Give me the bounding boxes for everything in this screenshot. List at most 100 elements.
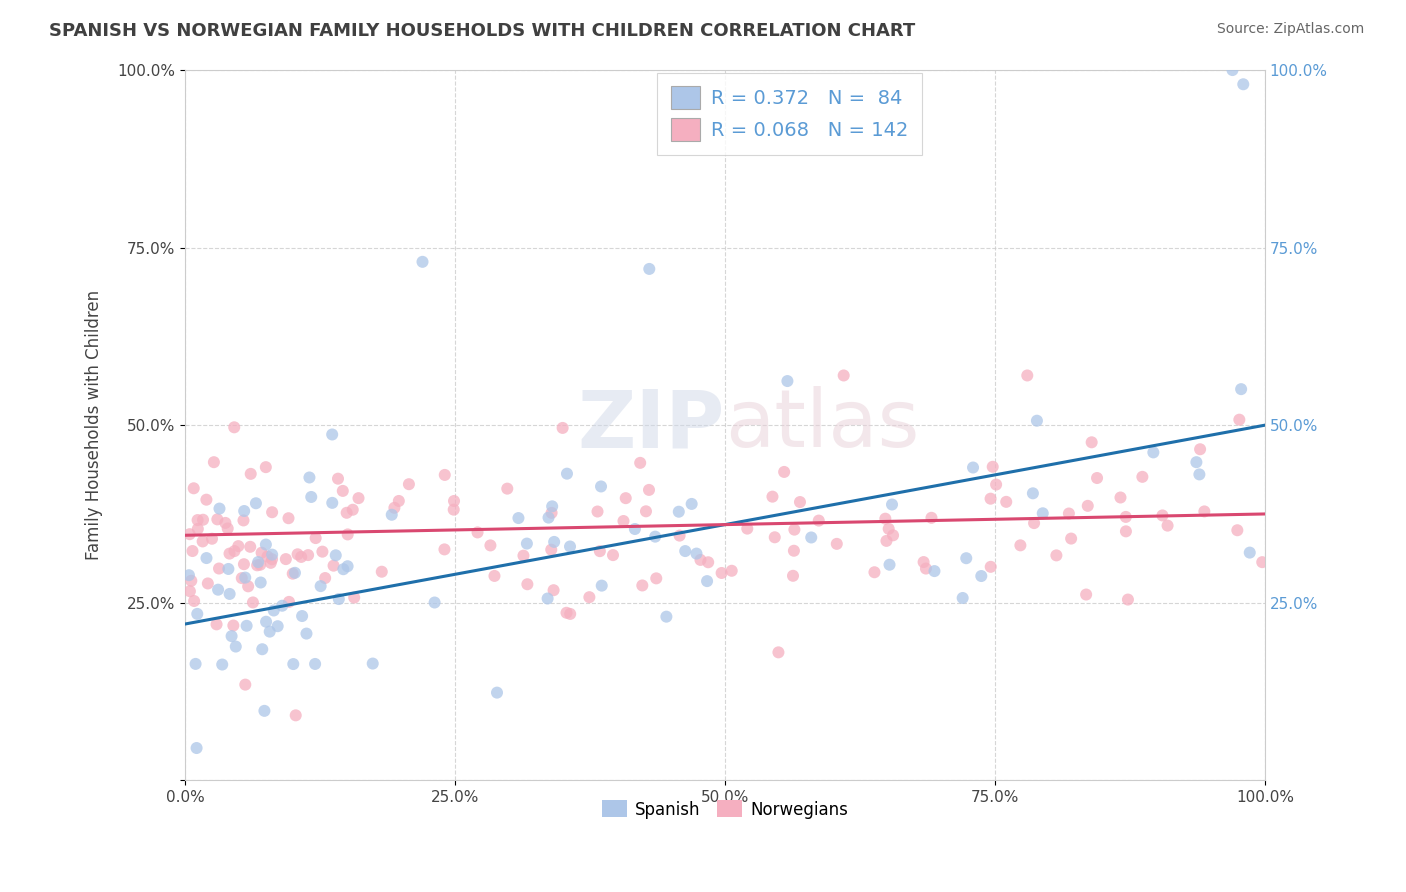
Point: [685, 547, 707, 561]
Point: [589, 479, 612, 493]
Point: [291, 609, 314, 624]
Point: [277, 511, 299, 525]
Point: [347, 491, 370, 505]
Point: [211, 657, 233, 672]
Point: [512, 549, 534, 563]
Point: [1239, 546, 1261, 560]
Point: [995, 495, 1018, 509]
Point: [1077, 499, 1099, 513]
Point: [247, 555, 270, 569]
Point: [1085, 471, 1108, 485]
Point: [260, 556, 283, 570]
Point: [274, 552, 297, 566]
Point: [638, 483, 661, 497]
Text: Source: ZipAtlas.com: Source: ZipAtlas.com: [1216, 22, 1364, 37]
Point: [235, 619, 257, 633]
Point: [443, 494, 465, 508]
Point: [875, 511, 897, 525]
Point: [321, 496, 343, 510]
Point: [980, 491, 1002, 506]
Point: [233, 504, 256, 518]
Point: [1222, 63, 1244, 78]
Point: [1227, 412, 1250, 426]
Point: [970, 569, 993, 583]
Point: [1010, 538, 1032, 552]
Point: [187, 522, 209, 536]
Point: [202, 455, 225, 469]
Point: [1076, 588, 1098, 602]
Point: [479, 538, 502, 552]
Point: [232, 558, 254, 572]
Point: [863, 566, 886, 580]
Point: [184, 657, 207, 671]
Text: atlas: atlas: [725, 386, 920, 464]
Point: [284, 566, 307, 580]
Y-axis label: Family Households with Children: Family Households with Children: [86, 290, 103, 560]
Point: [342, 502, 364, 516]
Point: [875, 533, 897, 548]
Point: [191, 534, 214, 549]
Point: [696, 574, 718, 588]
Point: [1057, 507, 1080, 521]
Point: [218, 587, 240, 601]
Point: [225, 640, 247, 654]
Point: [322, 558, 344, 573]
Point: [278, 595, 301, 609]
Point: [314, 571, 336, 585]
Point: [214, 516, 236, 530]
Point: [290, 549, 312, 564]
Point: [336, 506, 359, 520]
Point: [807, 514, 830, 528]
Point: [205, 617, 228, 632]
Point: [343, 591, 366, 605]
Point: [1115, 509, 1137, 524]
Point: [217, 521, 239, 535]
Point: [540, 506, 562, 520]
Point: [602, 548, 624, 562]
Point: [295, 626, 318, 640]
Point: [496, 482, 519, 496]
Point: [305, 531, 328, 545]
Point: [536, 591, 558, 606]
Point: [423, 595, 446, 609]
Point: [543, 583, 565, 598]
Point: [179, 527, 201, 541]
Point: [254, 537, 277, 551]
Point: [433, 542, 456, 557]
Point: [541, 500, 564, 514]
Point: [239, 467, 262, 481]
Point: [467, 525, 489, 540]
Point: [233, 571, 256, 585]
Point: [217, 562, 239, 576]
Point: [262, 505, 284, 519]
Point: [287, 547, 309, 561]
Point: [825, 537, 848, 551]
Point: [555, 606, 578, 620]
Point: [361, 657, 384, 671]
Point: [224, 544, 246, 558]
Point: [311, 544, 333, 558]
Point: [297, 548, 319, 562]
Point: [260, 552, 283, 566]
Point: [645, 571, 668, 585]
Point: [187, 513, 209, 527]
Point: [197, 576, 219, 591]
Point: [254, 460, 277, 475]
Point: [1022, 486, 1045, 500]
Point: [697, 555, 720, 569]
Point: [800, 531, 823, 545]
Point: [720, 564, 742, 578]
Point: [1194, 504, 1216, 518]
Point: [336, 527, 359, 541]
Point: [304, 657, 326, 671]
Point: [186, 741, 208, 756]
Point: [266, 619, 288, 633]
Point: [624, 522, 647, 536]
Point: [485, 685, 508, 699]
Point: [912, 555, 935, 569]
Point: [540, 542, 562, 557]
Point: [516, 536, 538, 550]
Point: [768, 645, 790, 659]
Point: [1116, 592, 1139, 607]
Point: [1152, 508, 1174, 523]
